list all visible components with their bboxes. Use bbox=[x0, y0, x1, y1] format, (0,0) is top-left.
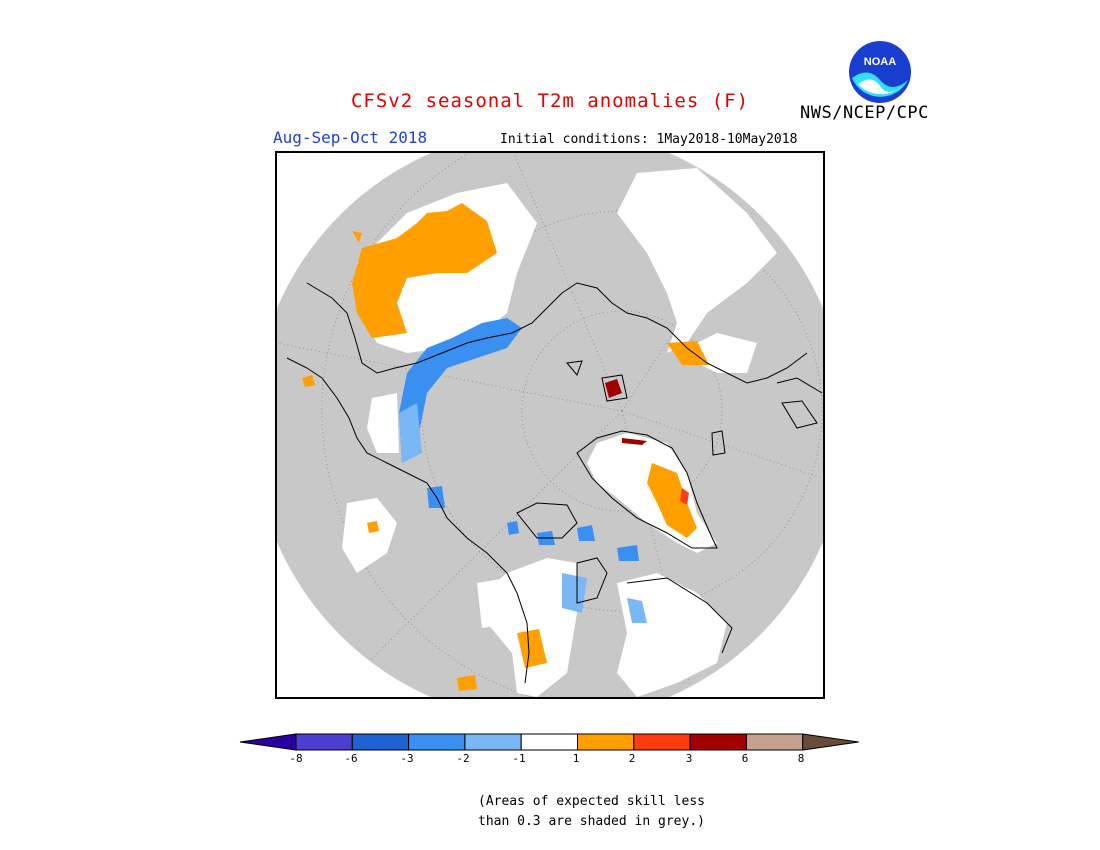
colorbar-segment bbox=[689, 733, 747, 751]
colorbar-segment bbox=[745, 733, 804, 751]
colorbar-tick: -1 bbox=[512, 752, 526, 765]
colorbar-tick: 3 bbox=[685, 752, 693, 765]
alaska-neutral-region bbox=[342, 498, 397, 573]
initial-conditions-label: Initial conditions: 1May2018-10May2018 bbox=[500, 132, 798, 147]
colorbar-tick: -8 bbox=[289, 752, 303, 765]
colorbar-tick: 6 bbox=[741, 752, 749, 765]
greenland-warm-region bbox=[647, 463, 697, 538]
skill-note-line-1: (Areas of expected skill less bbox=[478, 794, 705, 809]
europe-warm-region bbox=[667, 341, 709, 365]
greenland-hot-spot-region bbox=[680, 488, 689, 505]
colorbar-segment bbox=[464, 733, 522, 751]
noaa-logo: NOAA bbox=[848, 40, 912, 104]
colorbar-segment bbox=[520, 733, 579, 751]
colorbar-segment bbox=[577, 733, 635, 751]
labrador-neutral-region bbox=[617, 573, 727, 697]
central-asia-warm-region bbox=[352, 203, 497, 338]
skill-note-line-2: than 0.3 are shaded in grey.) bbox=[478, 814, 705, 829]
colorbar-tick: -2 bbox=[456, 752, 470, 765]
colorbar-segment bbox=[633, 733, 691, 751]
colorbar-tick: 1 bbox=[572, 752, 580, 765]
colorbar-segment bbox=[802, 733, 859, 751]
colorbar-tick: -3 bbox=[400, 752, 414, 765]
colorbar-segment bbox=[295, 733, 353, 751]
colorbar-segment bbox=[239, 733, 297, 751]
us-northern-plains-warm-region bbox=[517, 629, 547, 668]
polar-map bbox=[275, 151, 825, 699]
colorbar-tick: 2 bbox=[628, 752, 636, 765]
colorbar-segment bbox=[408, 733, 466, 751]
skill-note: (Areas of expected skill less than 0.3 a… bbox=[478, 792, 705, 832]
colorbar bbox=[239, 733, 859, 751]
colorbar-tick: 8 bbox=[797, 752, 805, 765]
chart-title: CFSv2 seasonal T2m anomalies (F) bbox=[350, 90, 750, 112]
hudson-bay-cool-region bbox=[562, 573, 587, 613]
colorbar-tick: -6 bbox=[344, 752, 358, 765]
colorbar-ticks: -8 -6 -3 -2 -1 1 2 3 6 8 bbox=[0, 752, 1100, 772]
russia-cool-band-region bbox=[399, 318, 522, 463]
colorbar-segment bbox=[351, 733, 410, 751]
period-label: Aug-Sep-Oct 2018 bbox=[273, 128, 428, 147]
svalbard-hot-region bbox=[605, 379, 622, 398]
organization-label: NWS/NCEP/CPC bbox=[800, 103, 929, 123]
svg-text:NOAA: NOAA bbox=[864, 56, 896, 68]
